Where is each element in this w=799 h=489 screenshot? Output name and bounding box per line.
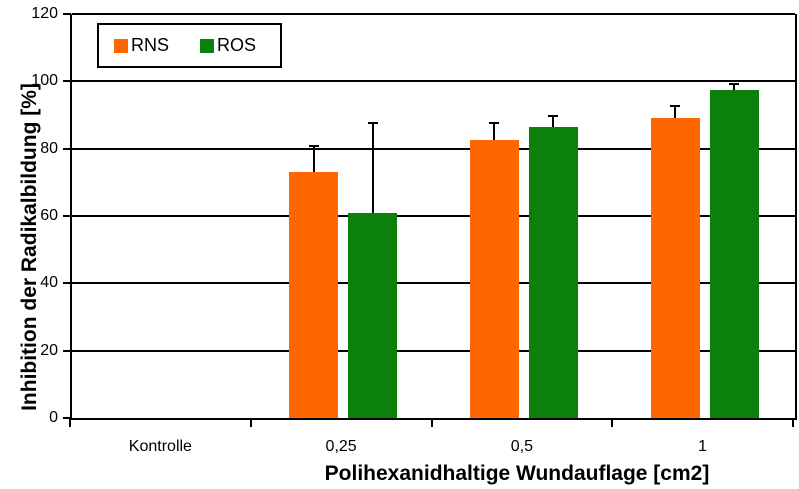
x-category-label-1: Kontrolle bbox=[128, 438, 192, 455]
y-tick-mark-60 bbox=[63, 215, 71, 217]
y-tick-mark-120 bbox=[63, 13, 71, 15]
x-category-label-3: 0,5 bbox=[510, 438, 533, 455]
error-bar-ros-1 bbox=[733, 83, 736, 90]
legend-entry-rns: RNS bbox=[114, 35, 169, 56]
error-cap-rns-0,5 bbox=[489, 121, 500, 124]
error-cap-rns-0,25 bbox=[308, 145, 319, 148]
legend-label-ros: ROS bbox=[217, 35, 257, 55]
y-tick-mark-40 bbox=[63, 282, 71, 285]
error-cap-ros-0,25 bbox=[367, 121, 378, 124]
bar-ros-0,25 bbox=[348, 212, 398, 418]
bar-rns-0,25 bbox=[289, 172, 339, 418]
y-tick-mark-80 bbox=[63, 147, 71, 150]
y-tick-label-100: 100 bbox=[31, 72, 58, 90]
x-tick-mark-3 bbox=[611, 418, 614, 427]
legend: RNS ROS bbox=[97, 23, 282, 68]
error-cap-ros-1 bbox=[729, 83, 740, 86]
error-bar-rns-1 bbox=[674, 104, 677, 119]
gridline-80 bbox=[72, 147, 795, 150]
bar-rns-1 bbox=[650, 118, 700, 418]
ros-color-swatch bbox=[200, 38, 215, 53]
x-tick-mark-2 bbox=[430, 418, 433, 427]
y-tick-mark-20 bbox=[63, 349, 71, 352]
gridline-40 bbox=[72, 282, 795, 285]
gridline-120 bbox=[72, 13, 795, 15]
gridline-100 bbox=[72, 80, 795, 83]
x-axis-title: Polihexanidhaltige Wundauflage [cm2] bbox=[324, 462, 710, 485]
y-tick-label-0: 0 bbox=[49, 409, 58, 426]
error-bar-ros-0,5 bbox=[552, 115, 555, 127]
y-tick-label-20: 20 bbox=[40, 341, 58, 359]
error-cap-ros-0,5 bbox=[548, 115, 559, 117]
error-bar-ros-0,25 bbox=[371, 121, 374, 213]
legend-label-rns: RNS bbox=[131, 35, 170, 55]
error-bar-rns-0,25 bbox=[312, 145, 315, 173]
x-tick-mark-0 bbox=[69, 418, 71, 427]
y-tick-mark-100 bbox=[63, 80, 71, 83]
y-tick-label-60: 60 bbox=[40, 207, 58, 224]
rns-color-swatch bbox=[114, 38, 128, 53]
bar-ros-0,5 bbox=[528, 126, 578, 418]
bar-rns-0,5 bbox=[469, 140, 519, 418]
gridline-60 bbox=[72, 215, 795, 217]
y-tick-label-120: 120 bbox=[31, 5, 58, 22]
y-tick-label-80: 80 bbox=[40, 139, 58, 157]
y-tick-label-40: 40 bbox=[40, 274, 58, 292]
y-tick-mark-0 bbox=[63, 417, 71, 419]
bar-ros-1 bbox=[709, 89, 759, 418]
error-bar-rns-0,5 bbox=[493, 121, 496, 141]
x-category-label-4: 1 bbox=[698, 438, 708, 455]
error-cap-rns-1 bbox=[670, 104, 681, 107]
x-category-label-2: 0,25 bbox=[325, 438, 357, 455]
plot-area bbox=[70, 13, 797, 420]
y-axis-title: Inhibition der Radikalbildung [%] bbox=[18, 83, 41, 411]
legend-entry-ros: ROS bbox=[200, 35, 256, 56]
x-tick-mark-4 bbox=[792, 418, 794, 427]
gridline-20 bbox=[72, 349, 795, 352]
x-tick-mark-1 bbox=[249, 418, 252, 427]
